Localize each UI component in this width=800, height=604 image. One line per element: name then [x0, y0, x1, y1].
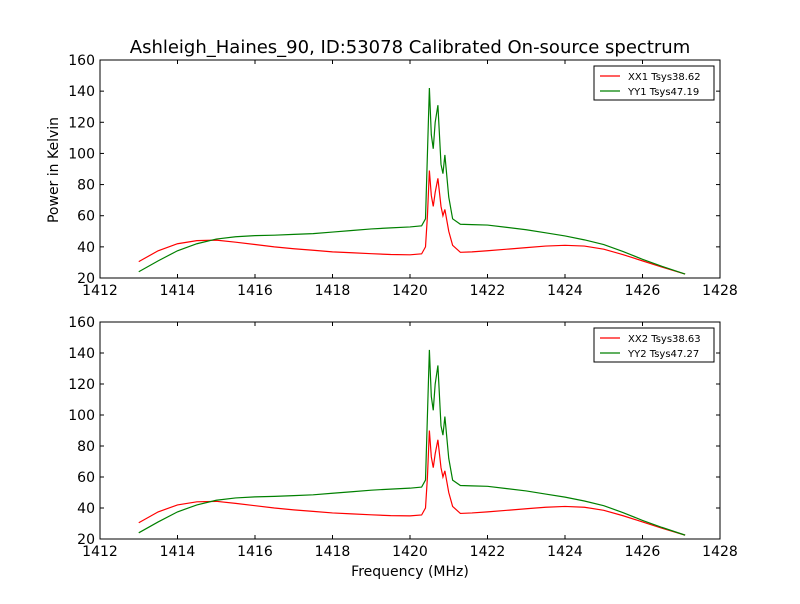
x-tick-label: 1424 [547, 544, 583, 560]
bottom-panel: 1412 1414 1416 1418 1420 1422 1424 1426 1428 20 40… [68, 315, 738, 560]
x-tick-label: 1412 [82, 283, 118, 299]
top-panel: 1412 1414 1416 1418 1420 1422 1424 1426 1428 20 40… [68, 53, 738, 299]
x-tick-label: 1422 [470, 544, 506, 560]
series-line-yy-panel-2 [138, 349, 686, 536]
y-tick-label: 20 [77, 532, 95, 548]
y-tick-label: 60 [77, 470, 95, 486]
legend-box [593, 65, 715, 101]
legend-label: YY1 Tsys47.19 [627, 87, 699, 98]
x-tick-label: 1424 [547, 283, 583, 299]
y-tick-label: 20 [77, 271, 95, 287]
y-tick-label: 160 [68, 315, 95, 331]
x-tick-label: 1422 [470, 283, 506, 299]
x-tick-label: 1418 [315, 283, 351, 299]
x-tick-label: 1426 [625, 544, 661, 560]
legend-panel-2: XX2 Tsys38.63 YY2 Tsys47.27 [593, 327, 715, 363]
legend-label: XX1 Tsys38.62 [628, 72, 701, 83]
x-tick-label: 1414 [160, 283, 196, 299]
y-tick-label: 100 [68, 146, 95, 162]
y-tick-label: 120 [68, 377, 95, 393]
y-tick-label: 100 [68, 408, 95, 424]
y-tick-label: 60 [77, 209, 95, 225]
x-tick-label: 1426 [625, 283, 661, 299]
y-tick-label: 140 [68, 84, 95, 100]
x-tick-label: 1428 [702, 544, 738, 560]
x-tick-label: 1412 [82, 544, 118, 560]
x-tick-label: 1428 [702, 283, 738, 299]
x-tick-label: 1416 [237, 283, 273, 299]
chart-title: Ashleigh_Haines_90, ID:53078 Calibrated … [130, 37, 690, 58]
y-tick-label: 160 [68, 53, 95, 69]
y-tick-label: 80 [77, 439, 95, 455]
y-axis-label: Power in Kelvin [46, 117, 62, 223]
legend-label: YY2 Tsys47.27 [627, 349, 699, 360]
series-line-yy-panel-1 [138, 88, 686, 275]
series-line-xx-panel-1 [138, 170, 686, 275]
x-tick-label: 1420 [392, 544, 428, 560]
series-line-xx-panel-2 [138, 430, 686, 536]
y-tick-label: 140 [68, 346, 95, 362]
x-tick-label: 1420 [392, 283, 428, 299]
legend-box [593, 327, 715, 363]
y-tick-label: 40 [77, 240, 95, 256]
x-tick-label: 1418 [315, 544, 351, 560]
legend-label: XX2 Tsys38.63 [628, 334, 701, 345]
x-tick-label: 1414 [160, 544, 196, 560]
x-tick-label: 1416 [237, 544, 273, 560]
x-axis-label: Frequency (MHz) [351, 564, 469, 580]
y-tick-label: 120 [68, 115, 95, 131]
y-tick-label: 80 [77, 178, 95, 194]
y-tick-label: 40 [77, 501, 95, 517]
legend-panel-1: XX1 Tsys38.62 YY1 Tsys47.19 [593, 65, 715, 101]
